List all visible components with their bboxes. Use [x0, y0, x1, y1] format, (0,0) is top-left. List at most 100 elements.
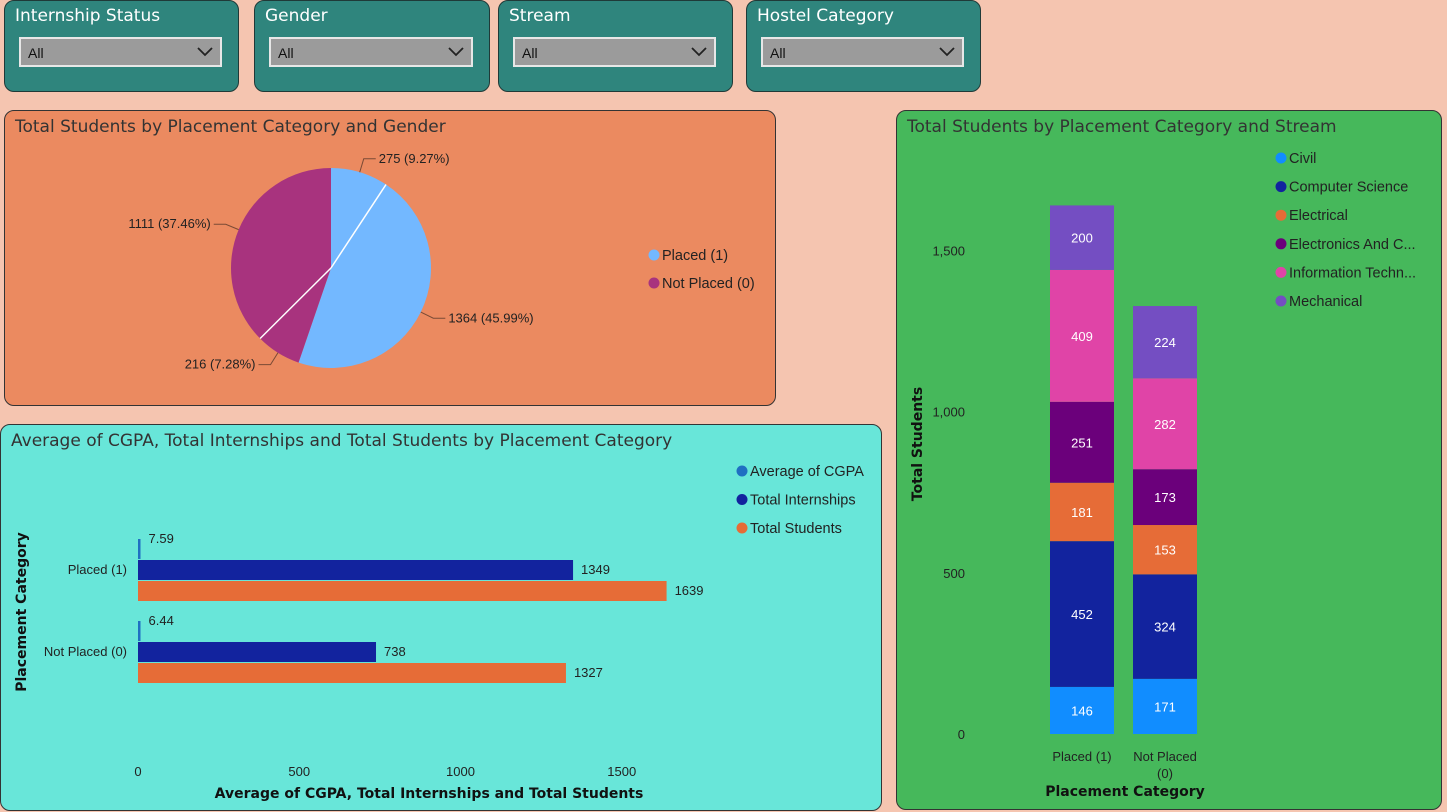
category-label: Placed (1)	[1052, 749, 1111, 764]
slice-data-label: 275 (9.27%)	[379, 151, 450, 166]
chart-title: Total Students by Placement Category and…	[15, 117, 446, 137]
legend-label: Electrical	[1289, 208, 1348, 224]
stack-segment	[1133, 525, 1197, 575]
dropdown-value: All	[28, 45, 44, 61]
bar-chart: 7.59 1349 1639 Placed (1) 6.44 738 1327 Not Pla…	[14, 464, 864, 802]
legend-label: Computer Science	[1289, 180, 1408, 196]
segment-data-label: 409	[1071, 329, 1093, 344]
segment-data-label: 452	[1071, 607, 1093, 622]
y-tick-label: 1,000	[932, 405, 965, 420]
gender-dropdown[interactable]: All	[269, 37, 473, 67]
chevron-down-icon	[448, 47, 464, 57]
pie-slice	[260, 268, 331, 363]
slicer-title: Hostel Category	[757, 6, 894, 26]
pie-slice	[331, 168, 387, 268]
bar-data-label: 1639	[675, 583, 704, 598]
hostel-category-slicer: Hostel Category All	[746, 0, 981, 92]
category-label: Not Placed (0)	[44, 644, 127, 659]
segment-data-label: 173	[1154, 490, 1176, 505]
segment-data-label: 171	[1154, 699, 1176, 714]
chevron-down-icon	[939, 47, 955, 57]
bar-2	[138, 581, 667, 601]
pie-slice	[298, 184, 431, 368]
segment-data-label: 146	[1071, 703, 1093, 718]
legend-label: Average of CGPA	[750, 464, 864, 480]
dropdown-value: All	[770, 45, 786, 61]
stack-segment	[1133, 678, 1197, 734]
legend-marker	[736, 494, 748, 505]
stream-slicer: Stream All	[498, 0, 733, 92]
bar-data-label: 7.59	[149, 531, 174, 546]
chart-title: Total Students by Placement Category and…	[907, 117, 1337, 137]
pie-chart-panel: Total Students by Placement Category and…	[4, 110, 776, 406]
chevron-down-icon	[691, 47, 707, 57]
legend-marker	[1275, 238, 1287, 250]
slice-data-label: 1111 (37.46%)	[128, 216, 210, 231]
slice-separator	[330, 184, 387, 269]
legend-label: Total Internships	[750, 493, 856, 509]
legend-label: Not Placed (0)	[662, 276, 755, 292]
hostel-category-dropdown[interactable]: All	[761, 37, 964, 67]
y-axis-title: Placement Category	[14, 532, 30, 692]
bar-1	[138, 642, 377, 662]
stack-segment	[1050, 541, 1114, 687]
legend-label: Placed (1)	[662, 248, 728, 264]
leader-line	[420, 311, 446, 319]
segment-data-label: 181	[1071, 505, 1093, 520]
slice-separator	[259, 267, 332, 340]
legend-marker	[1275, 295, 1287, 307]
stack-segment	[1050, 401, 1114, 483]
slicer-title: Gender	[265, 6, 328, 26]
bar-chart-panel: Average of CGPA, Total Internships and T…	[0, 424, 882, 811]
x-tick-label: 1000	[446, 764, 475, 779]
chevron-down-icon	[197, 47, 213, 57]
leader-line	[213, 223, 239, 231]
y-tick-label: 0	[958, 727, 965, 742]
slice-data-label: 1364 (45.99%)	[448, 310, 533, 325]
x-axis-title: Average of CGPA, Total Internships and T…	[215, 786, 644, 802]
pie-chart: 275 (9.27%) 1364 (45.99%) 216 (7.28%) 1111 …	[128, 151, 755, 372]
stack-segment	[1133, 378, 1197, 470]
internship-status-dropdown[interactable]: All	[19, 37, 222, 67]
legend-marker	[1275, 181, 1287, 193]
stack-segment	[1133, 469, 1197, 526]
stack-segment	[1133, 574, 1197, 679]
legend-marker	[736, 465, 748, 477]
slice-data-label: 216 (7.28%)	[185, 357, 256, 372]
x-tick-label: 0	[134, 764, 141, 779]
segment-data-label: 153	[1154, 543, 1176, 558]
segment-data-label: 224	[1154, 335, 1176, 350]
bar-data-label: 1349	[581, 562, 610, 577]
bar-2	[138, 663, 566, 683]
legend-label: Information Techn...	[1289, 265, 1416, 281]
stack-segment	[1050, 482, 1114, 542]
legend-label: Electronics And C...	[1289, 237, 1416, 253]
bar-1	[138, 560, 574, 580]
stack-segment	[1133, 306, 1197, 379]
legend-marker	[648, 249, 660, 261]
x-axis-title: Placement Category	[1045, 784, 1205, 800]
internship-status-slicer: Internship Status All	[4, 0, 239, 92]
bar-data-label: 1327	[574, 665, 603, 680]
stream-dropdown[interactable]: All	[513, 37, 716, 67]
stacked-column-chart: 146 452 181 251 409 200 171 324 153 173 282 224 Plac…	[910, 151, 1416, 800]
segment-data-label: 251	[1071, 435, 1093, 450]
legend-marker	[1275, 209, 1287, 221]
legend-label: Mechanical	[1289, 294, 1362, 310]
stack-segment	[1050, 269, 1114, 402]
leader-line	[258, 352, 279, 366]
x-tick-label: 1500	[607, 764, 636, 779]
stack-segment	[1050, 205, 1114, 270]
category-label: (0)	[1157, 766, 1173, 781]
bar-0	[138, 621, 141, 641]
chart-title: Average of CGPA, Total Internships and T…	[11, 431, 673, 451]
legend-marker	[648, 277, 660, 289]
bar-data-label: 6.44	[149, 613, 174, 628]
slicer-title: Internship Status	[15, 6, 161, 26]
dropdown-value: All	[522, 45, 538, 61]
x-tick-label: 500	[288, 764, 310, 779]
segment-data-label: 282	[1154, 417, 1176, 432]
gender-slicer: Gender All	[254, 0, 490, 92]
stacked-chart-panel: Total Students by Placement Category and…	[896, 110, 1442, 810]
pie-slice	[230, 168, 331, 339]
